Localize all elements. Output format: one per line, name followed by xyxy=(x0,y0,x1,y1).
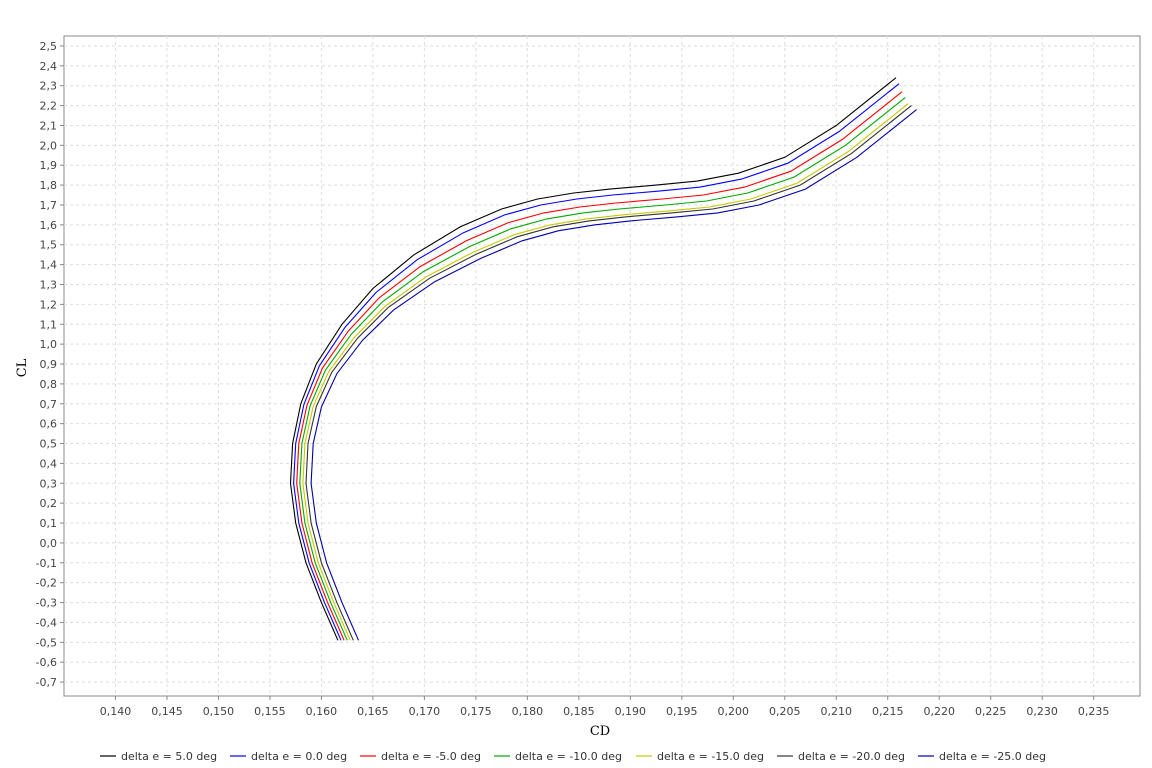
grid xyxy=(64,36,1140,696)
x-axis-title: CD xyxy=(590,724,610,739)
series-line-1 xyxy=(293,83,900,641)
y-tick-label: 0,0 xyxy=(40,537,58,550)
y-tick-label: 2,3 xyxy=(40,80,58,93)
x-tick-label: 0,175 xyxy=(460,705,492,718)
y-tick-label: 1,3 xyxy=(40,278,58,291)
x-tick-label: 0,195 xyxy=(666,705,698,718)
y-tick-label: 1,2 xyxy=(40,298,58,311)
y-tick-label: 0,4 xyxy=(40,457,58,470)
plot-area xyxy=(63,35,1141,697)
y-tick-label: 1,9 xyxy=(40,159,58,172)
y-tick-label: 0,5 xyxy=(40,438,58,451)
x-tick-label: 0,145 xyxy=(151,705,183,718)
y-tick-label: 2,0 xyxy=(40,139,58,152)
y-tick-label: -0,3 xyxy=(36,597,57,610)
series-line-3 xyxy=(299,97,906,641)
legend: delta e = 5.0 deg delta e = 0.0 deg delta … xyxy=(100,750,1046,763)
x-tick-label: 0,190 xyxy=(615,705,647,718)
y-tick-label: 0,9 xyxy=(40,358,58,371)
x-tick-label: 0,140 xyxy=(100,705,132,718)
y-tick-label: -0,7 xyxy=(36,676,57,689)
x-tick-label: 0,235 xyxy=(1078,705,1110,718)
y-axis-title: CL xyxy=(15,358,30,377)
x-tick-label: 0,160 xyxy=(306,705,338,718)
y-tick-label: 0,3 xyxy=(40,477,58,490)
y-tick-label: 2,1 xyxy=(40,119,58,132)
x-tick-label: 0,200 xyxy=(718,705,750,718)
y-tick-label: 1,5 xyxy=(40,239,58,252)
x-tick-label: 0,170 xyxy=(409,705,441,718)
y-axis-ticks: 2,5 2,4 2,3 2,2 2,1 2,0 1,9 1,8 1,7 1,6 1,5 1,4 1,3 1… xyxy=(36,40,64,689)
x-tick-label: 0,220 xyxy=(923,705,955,718)
y-tick-label: 2,4 xyxy=(40,60,58,73)
x-tick-label: 0,225 xyxy=(975,705,1007,718)
y-tick-label: 1,7 xyxy=(40,199,58,212)
y-tick-label: 1,6 xyxy=(40,219,58,232)
y-tick-label: 1,0 xyxy=(40,338,58,351)
x-tick-label: 0,205 xyxy=(769,705,801,718)
series-line-5 xyxy=(305,105,912,641)
y-tick-label: 0,2 xyxy=(40,497,58,510)
x-tick-label: 0,155 xyxy=(254,705,286,718)
y-tick-label: 1,1 xyxy=(40,318,58,331)
y-tick-label: -0,6 xyxy=(36,656,57,669)
legend-label: delta e = 0.0 deg xyxy=(251,750,347,763)
y-tick-label: -0,2 xyxy=(36,577,57,590)
x-axis-ticks: 0,140 0,145 0,150 0,155 0,160 0,165 0,170 0,175… xyxy=(100,696,1110,718)
legend-label: delta e = -15.0 deg xyxy=(657,750,764,763)
y-tick-label: -0,1 xyxy=(36,557,57,570)
series-line-4 xyxy=(302,103,909,641)
series-lines xyxy=(289,77,917,641)
y-tick-label: 0,8 xyxy=(40,378,58,391)
x-tick-label: 0,185 xyxy=(563,705,595,718)
series-line-0 xyxy=(289,77,897,641)
x-tick-label: 0,180 xyxy=(512,705,544,718)
y-tick-label: 2,2 xyxy=(40,100,58,113)
y-tick-label: 0,1 xyxy=(40,517,58,530)
y-tick-label: 0,6 xyxy=(40,418,58,431)
x-tick-label: 0,165 xyxy=(357,705,389,718)
legend-label: delta e = -10.0 deg xyxy=(515,750,622,763)
x-tick-label: 0,230 xyxy=(1026,705,1058,718)
legend-label: delta e = 5.0 deg xyxy=(121,750,217,763)
legend-label: delta e = -5.0 deg xyxy=(381,750,481,763)
y-tick-label: -0,5 xyxy=(36,636,57,649)
series-line-6 xyxy=(310,109,917,641)
y-tick-label: 0,7 xyxy=(40,398,58,411)
x-tick-label: 0,150 xyxy=(203,705,235,718)
legend-label: delta e = -25.0 deg xyxy=(939,750,1046,763)
y-tick-label: 1,8 xyxy=(40,179,58,192)
y-tick-label: 2,5 xyxy=(40,40,58,53)
series-line-2 xyxy=(296,91,903,641)
y-tick-label: 1,4 xyxy=(40,259,58,272)
legend-label: delta e = -20.0 deg xyxy=(798,750,905,763)
x-tick-label: 0,210 xyxy=(820,705,852,718)
x-tick-label: 0,215 xyxy=(872,705,904,718)
y-tick-label: -0,4 xyxy=(36,616,57,629)
